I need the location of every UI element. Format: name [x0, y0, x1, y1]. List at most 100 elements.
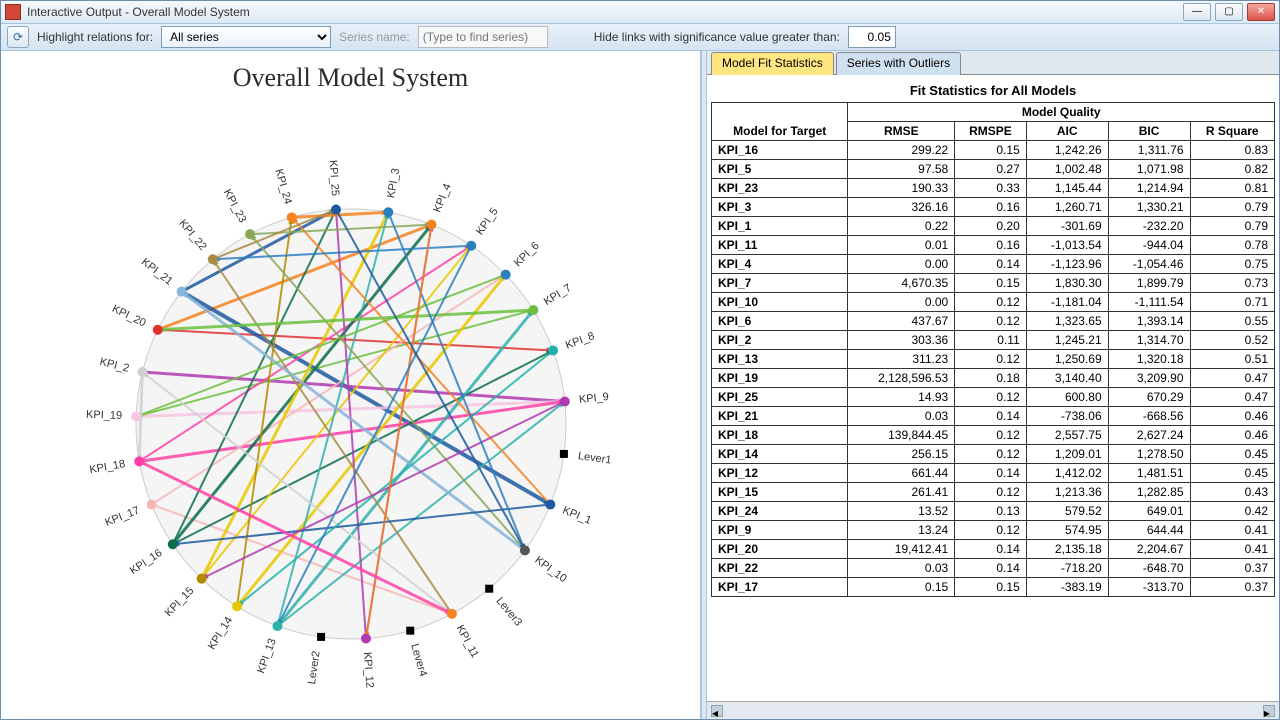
table-row[interactable]: KPI_40.000.14-1,123.96-1,054.460.75	[712, 255, 1275, 274]
cell: 0.78	[1190, 236, 1274, 255]
table-row[interactable]: KPI_2019,412.410.142,135.182,204.670.41	[712, 540, 1275, 559]
row-key: KPI_12	[712, 464, 848, 483]
table-row[interactable]: KPI_2413.520.13579.52649.010.42	[712, 502, 1275, 521]
cell: 13.24	[848, 521, 955, 540]
cell: 3,140.40	[1026, 369, 1108, 388]
cell: -1,181.04	[1026, 293, 1108, 312]
cell: 0.82	[1190, 160, 1274, 179]
table-row[interactable]: KPI_23190.330.331,145.441,214.940.81	[712, 179, 1275, 198]
tab-outliers[interactable]: Series with Outliers	[836, 52, 961, 75]
cell: 0.12	[955, 483, 1027, 502]
row-key: KPI_1	[712, 217, 848, 236]
cell: 1,250.69	[1026, 350, 1108, 369]
cell: 0.45	[1190, 445, 1274, 464]
cell: 1,282.85	[1108, 483, 1190, 502]
table-row[interactable]: KPI_210.030.14-738.06-668.560.46	[712, 407, 1275, 426]
col-header[interactable]: RMSE	[848, 122, 955, 141]
cell: 2,128,596.53	[848, 369, 955, 388]
cell: 0.13	[955, 502, 1027, 521]
row-key: KPI_6	[712, 312, 848, 331]
significance-input[interactable]	[848, 26, 896, 48]
cell: -301.69	[1026, 217, 1108, 236]
cell: 574.95	[1026, 521, 1108, 540]
cell: -944.04	[1108, 236, 1190, 255]
cell: 1,320.18	[1108, 350, 1190, 369]
row-key: KPI_2	[712, 331, 848, 350]
network-chart[interactable]: KPI_3KPI_4KPI_5KPI_6KPI_7KPI_8KPI_9Lever…	[1, 99, 700, 719]
table-row[interactable]: KPI_110.010.16-1,013.54-944.040.78	[712, 236, 1275, 255]
table-row[interactable]: KPI_10.220.20-301.69-232.200.79	[712, 217, 1275, 236]
cell: 0.16	[955, 236, 1027, 255]
cell: 0.79	[1190, 217, 1274, 236]
row-key: KPI_19	[712, 369, 848, 388]
table-row[interactable]: KPI_6437.670.121,323.651,393.140.55	[712, 312, 1275, 331]
cell: 1,393.14	[1108, 312, 1190, 331]
table-row[interactable]: KPI_170.150.15-383.19-313.700.37	[712, 578, 1275, 597]
row-key: KPI_25	[712, 388, 848, 407]
table-row[interactable]: KPI_15261.410.121,213.361,282.850.43	[712, 483, 1275, 502]
scroll-right-icon[interactable]: ▸	[1263, 705, 1275, 717]
cell: 1,209.01	[1026, 445, 1108, 464]
title-bar[interactable]: Interactive Output - Overall Model Syste…	[1, 1, 1279, 24]
cell: 0.45	[1190, 464, 1274, 483]
cell: 0.15	[955, 274, 1027, 293]
node-label: KPI_25	[327, 159, 341, 196]
chart-title: Overall Model System	[1, 63, 700, 93]
refresh-icon[interactable]: ⟳	[7, 26, 29, 48]
cell: 0.12	[955, 312, 1027, 331]
cell: 1,330.21	[1108, 198, 1190, 217]
table-row[interactable]: KPI_913.240.12574.95644.440.41	[712, 521, 1275, 540]
minimize-button[interactable]: —	[1183, 3, 1211, 21]
table-row[interactable]: KPI_2514.930.12600.80670.290.47	[712, 388, 1275, 407]
tab-model-fit[interactable]: Model Fit Statistics	[711, 52, 834, 75]
series-label: Series name:	[339, 30, 410, 44]
col-header[interactable]: RMSPE	[955, 122, 1027, 141]
cell: 0.20	[955, 217, 1027, 236]
cell: 1,002.48	[1026, 160, 1108, 179]
cell: 1,412.02	[1026, 464, 1108, 483]
scroll-left-icon[interactable]: ◂	[711, 705, 723, 717]
col-header[interactable]: R Square	[1190, 122, 1274, 141]
cell: 1,213.36	[1026, 483, 1108, 502]
cell: 0.41	[1190, 521, 1274, 540]
cell: 0.42	[1190, 502, 1274, 521]
stats-panel: Model Fit Statistics Series with Outlier…	[707, 51, 1279, 719]
col-header[interactable]: BIC	[1108, 122, 1190, 141]
cell: 0.79	[1190, 198, 1274, 217]
cell: 0.15	[848, 578, 955, 597]
maximize-button[interactable]: ▢	[1215, 3, 1243, 21]
row-key: KPI_18	[712, 426, 848, 445]
h-scrollbar[interactable]: ◂ ▸	[707, 701, 1279, 719]
table-row[interactable]: KPI_14256.150.121,209.011,278.500.45	[712, 445, 1275, 464]
cell: 0.47	[1190, 369, 1274, 388]
table-row[interactable]: KPI_12661.440.141,412.021,481.510.45	[712, 464, 1275, 483]
cell: 303.36	[848, 331, 955, 350]
table-row[interactable]: KPI_13311.230.121,250.691,320.180.51	[712, 350, 1275, 369]
cell: 1,245.21	[1026, 331, 1108, 350]
table-wrap[interactable]: Fit Statistics for All Models Model for …	[707, 75, 1279, 701]
col-header[interactable]: AIC	[1026, 122, 1108, 141]
table-row[interactable]: KPI_100.000.12-1,181.04-1,111.540.71	[712, 293, 1275, 312]
row-key: KPI_5	[712, 160, 848, 179]
table-row[interactable]: KPI_220.030.14-718.20-648.700.37	[712, 559, 1275, 578]
table-row[interactable]: KPI_74,670.350.151,830.301,899.790.73	[712, 274, 1275, 293]
series-input[interactable]	[418, 26, 548, 48]
app-window: Interactive Output - Overall Model Syste…	[0, 0, 1280, 720]
table-row[interactable]: KPI_2303.360.111,245.211,314.700.52	[712, 331, 1275, 350]
table-row[interactable]: KPI_3326.160.161,260.711,330.210.79	[712, 198, 1275, 217]
cell: -383.19	[1026, 578, 1108, 597]
close-button[interactable]: ✕	[1247, 3, 1275, 21]
node-label: KPI_12	[361, 652, 375, 689]
table-row[interactable]: KPI_597.580.271,002.481,071.980.82	[712, 160, 1275, 179]
cell: 0.27	[955, 160, 1027, 179]
cell: 2,135.18	[1026, 540, 1108, 559]
table-row[interactable]: KPI_192,128,596.530.183,140.403,209.900.…	[712, 369, 1275, 388]
highlight-select[interactable]: All series	[161, 26, 331, 48]
table-row[interactable]: KPI_16299.220.151,242.261,311.760.83	[712, 141, 1275, 160]
col-header-target[interactable]: Model for Target	[712, 103, 848, 141]
table-row[interactable]: KPI_18139,844.450.122,557.752,627.240.46	[712, 426, 1275, 445]
cell: 256.15	[848, 445, 955, 464]
cell: 0.14	[955, 464, 1027, 483]
cell: 0.00	[848, 293, 955, 312]
cell: 0.18	[955, 369, 1027, 388]
